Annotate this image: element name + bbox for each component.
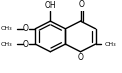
Text: O: O [79, 0, 84, 9]
Text: CH₃: CH₃ [105, 42, 117, 47]
Text: O: O [78, 53, 83, 62]
Text: CH₃: CH₃ [1, 26, 13, 31]
Text: CH₃: CH₃ [1, 42, 13, 47]
Text: O: O [23, 40, 29, 49]
Text: O: O [23, 24, 29, 33]
Text: OH: OH [45, 1, 56, 10]
